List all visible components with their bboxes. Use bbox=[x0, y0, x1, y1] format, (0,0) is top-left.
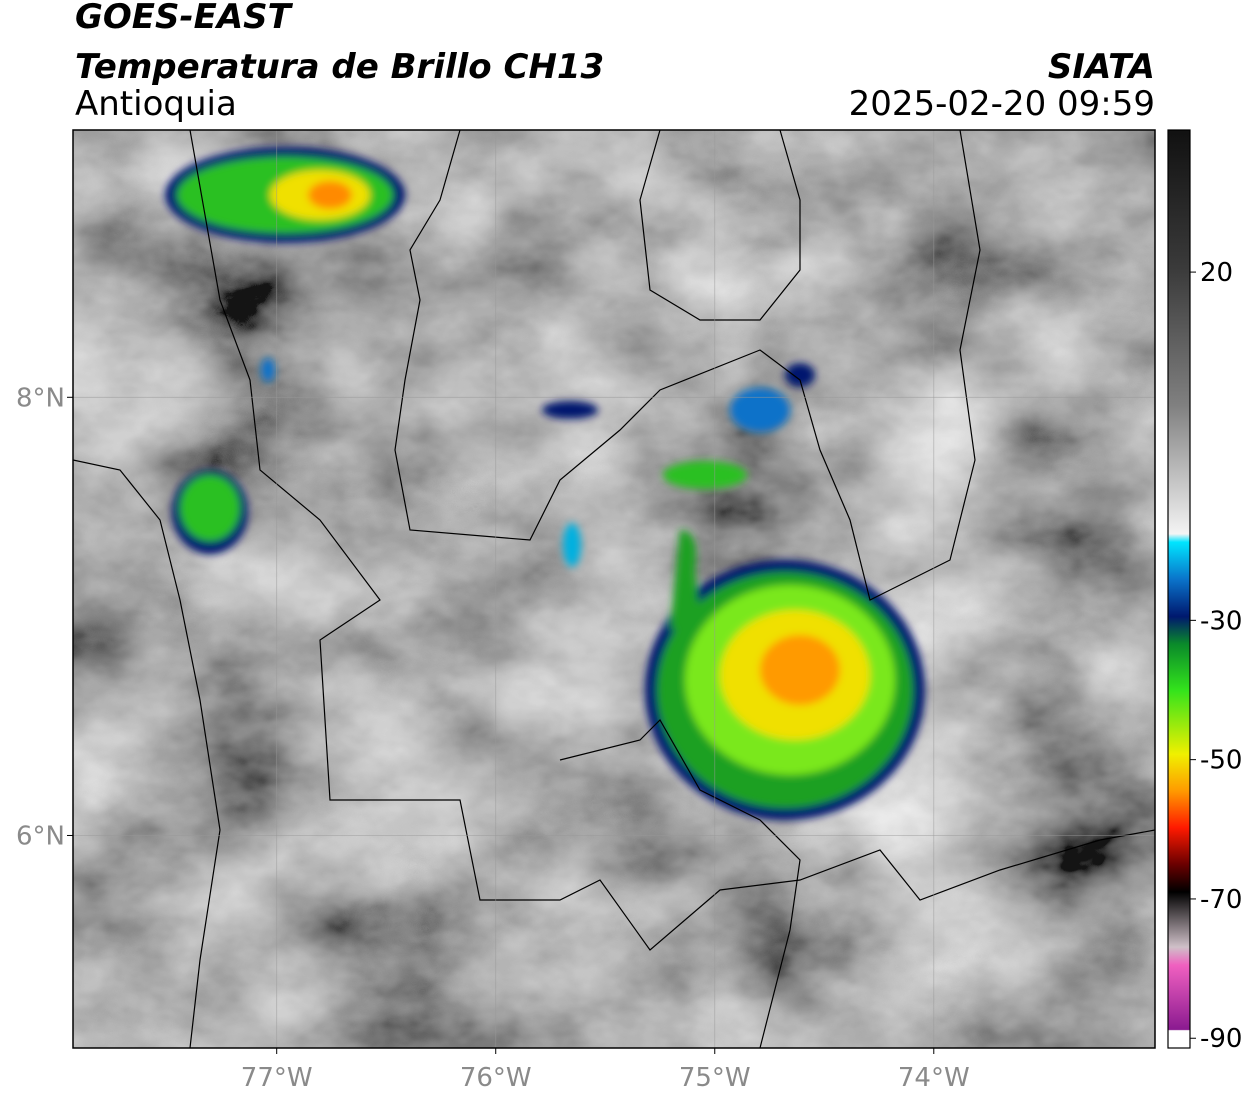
cloud-texture bbox=[73, 130, 1155, 1048]
subtitle: Temperatura de Brillo CH13 bbox=[75, 47, 604, 87]
colorbar-tick-label: -30 bbox=[1200, 606, 1242, 636]
x-tick-label: 75°W bbox=[679, 1063, 751, 1093]
region: Antioquia bbox=[75, 84, 237, 124]
x-tick-label: 76°W bbox=[460, 1063, 532, 1093]
map-frame bbox=[72, 129, 1156, 1049]
colorbar-tick-label: 20 bbox=[1200, 258, 1233, 288]
imagery bbox=[73, 130, 1155, 1048]
x-tick-label: 74°W bbox=[898, 1063, 970, 1093]
y-tick-label: 8°N bbox=[16, 383, 65, 413]
colorbar bbox=[1167, 129, 1191, 1049]
grid bbox=[73, 130, 1155, 1048]
y-tick-label: 6°N bbox=[16, 821, 65, 851]
title: GOES-EAST bbox=[75, 0, 294, 37]
colorbar-tick-label: -50 bbox=[1200, 746, 1242, 776]
x-tick-label: 77°W bbox=[241, 1063, 313, 1093]
colorbar-tick-label: -70 bbox=[1200, 885, 1242, 915]
borders bbox=[73, 130, 1155, 1048]
source: SIATA bbox=[1048, 47, 1155, 87]
storm-cells bbox=[165, 147, 925, 820]
timestamp: 2025-02-20 09:59 bbox=[849, 84, 1155, 124]
colorbar-tick-label: -90 bbox=[1200, 1024, 1242, 1054]
